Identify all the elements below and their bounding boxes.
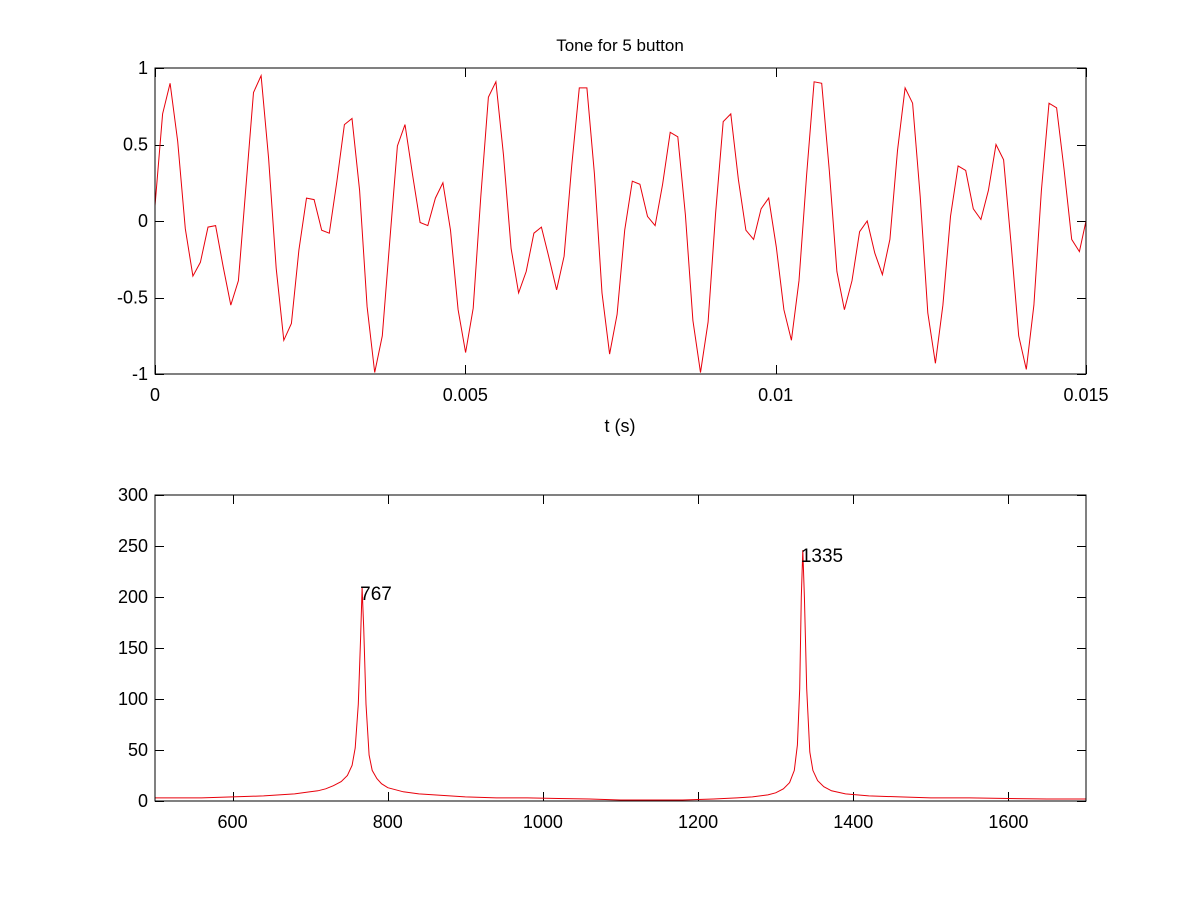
x-tick-label: 800	[373, 812, 403, 832]
x-tick-label: 1600	[988, 812, 1028, 832]
x-tick-label: 600	[218, 812, 248, 832]
x-tick-label: 0.005	[443, 385, 488, 405]
plot-frame	[154, 67, 1087, 375]
x-tick-label: 0.015	[1063, 385, 1108, 405]
frequency-spectrum-plot: 600 800 1000 1200 1400 1600 0 50 100 150 200 250 300…	[118, 485, 1087, 832]
y-tick-label: 0	[138, 791, 148, 811]
y-tick-label: 200	[118, 587, 148, 607]
time-domain-plot: Tone for 5 button 0 0.005 0.01 0.015 -1 -0.5 0…	[117, 36, 1109, 436]
x-tick-label: 1200	[678, 812, 718, 832]
y-tick-label: 300	[118, 485, 148, 505]
y-tick-label: 0.5	[123, 135, 148, 155]
x-tick-label: 0.01	[758, 385, 793, 405]
y-tick-label: -1	[132, 364, 148, 384]
y-tick-label: 250	[118, 536, 148, 556]
y-tick-label: 0	[138, 211, 148, 231]
y-tick-label: -0.5	[117, 288, 148, 308]
peak-label: 1335	[801, 546, 843, 567]
y-tick-label: 50	[128, 740, 148, 760]
y-tick-label: 1	[138, 58, 148, 78]
x-axis-label: t (s)	[605, 416, 636, 436]
spectrum-line	[155, 550, 1086, 801]
plot-frame	[154, 494, 1087, 802]
y-tick-label: 100	[118, 689, 148, 709]
x-tick-label: 0	[150, 385, 160, 405]
chart-title: Tone for 5 button	[556, 36, 684, 55]
peak-label: 767	[360, 584, 392, 605]
x-tick-label: 1000	[523, 812, 563, 832]
y-tick-label: 150	[118, 638, 148, 658]
signal-line	[154, 73, 1087, 373]
x-tick-label: 1400	[833, 812, 873, 832]
